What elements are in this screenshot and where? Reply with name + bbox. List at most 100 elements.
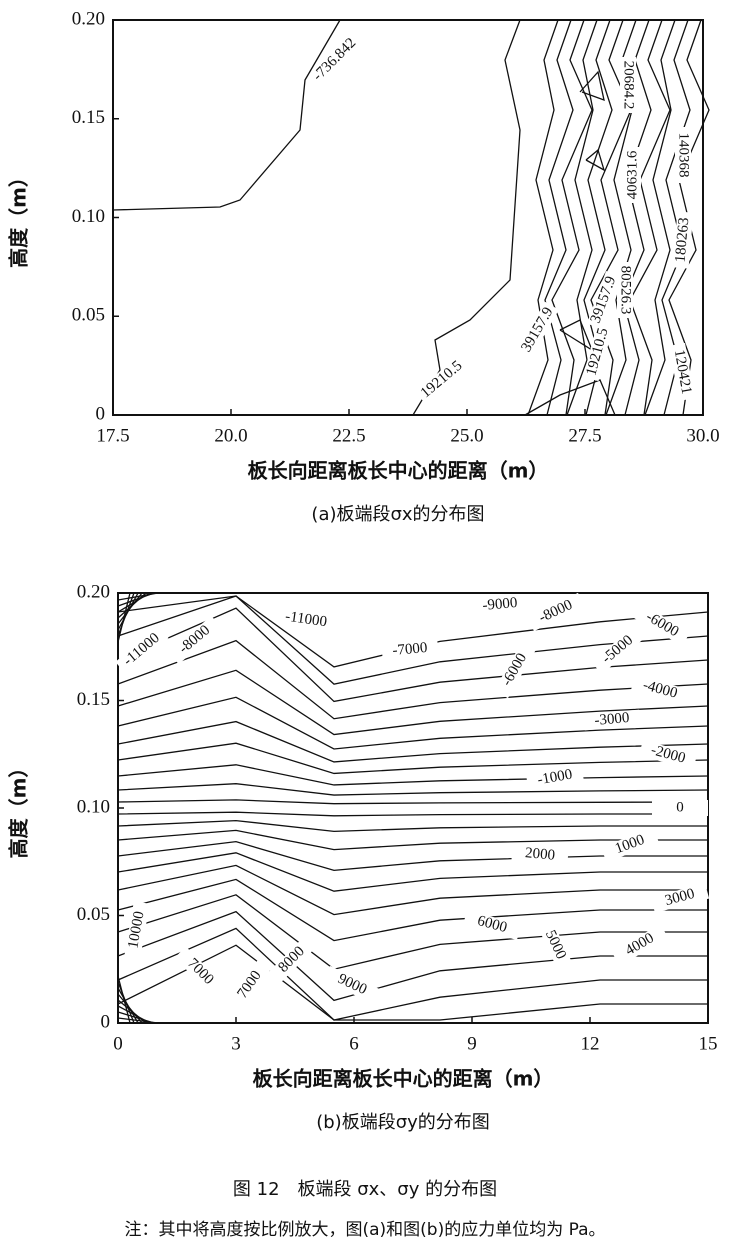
contour-line bbox=[566, 19, 598, 416]
contour-label-bg bbox=[309, 34, 361, 86]
figure-caption: 图 12 板端段 σx、σy 的分布图 bbox=[233, 1179, 497, 1200]
contour-label: -6000 bbox=[499, 651, 530, 689]
contour-line bbox=[524, 379, 616, 416]
contour-label-bg bbox=[277, 608, 335, 632]
contour-line bbox=[117, 1005, 151, 1024]
contour-label: 20684.2 bbox=[621, 61, 637, 110]
contour-label: -1000 bbox=[536, 767, 573, 789]
y-tick-label: 0.10 bbox=[77, 796, 110, 817]
x-tick-label: 6 bbox=[349, 1033, 359, 1054]
y-axis-title: 高度（m） bbox=[7, 758, 31, 859]
contour-line bbox=[117, 592, 131, 643]
contour-label: -7000 bbox=[392, 640, 428, 659]
x-tick-label: 22.5 bbox=[332, 425, 365, 446]
contour-label-bg bbox=[266, 934, 318, 986]
contour-line bbox=[117, 639, 709, 720]
contour-label-bg bbox=[620, 57, 636, 113]
contour-line bbox=[117, 829, 708, 851]
contour-line bbox=[544, 19, 574, 416]
contour-label: -8000 bbox=[537, 597, 575, 626]
contour-label-bg bbox=[652, 800, 708, 816]
contour-label-bg bbox=[511, 844, 569, 866]
contour-label-bg bbox=[633, 604, 691, 646]
y-tick-label: 0 bbox=[96, 403, 106, 424]
chart-caption: (a)板端段σx的分布图 bbox=[311, 504, 484, 525]
x-tick-label: 20.0 bbox=[214, 425, 247, 446]
y-tick-label: 0.20 bbox=[72, 8, 105, 29]
contour-line bbox=[559, 319, 594, 352]
contour-label-bg bbox=[381, 639, 439, 661]
y-tick-label: 0.20 bbox=[77, 581, 110, 602]
contour-label-bg bbox=[494, 641, 536, 699]
contour-line bbox=[117, 1011, 155, 1024]
contour-line bbox=[644, 19, 676, 416]
contour-label-bg bbox=[672, 211, 694, 269]
x-tick-label: 27.5 bbox=[568, 425, 601, 446]
contour-label: -11000 bbox=[120, 630, 162, 669]
contour-line bbox=[117, 878, 708, 942]
contour-label-bg bbox=[124, 901, 150, 959]
contour-label: 39157.9 bbox=[588, 274, 620, 325]
y-tick-label: 0.15 bbox=[72, 107, 105, 128]
y-tick-label: 0.15 bbox=[77, 689, 110, 710]
contour-line bbox=[117, 811, 708, 817]
figure-note: 注：其中将高度按比例放大，图(a)和图(b)的应力单位均为 Pa。 bbox=[124, 1220, 605, 1240]
contour-line bbox=[117, 799, 709, 805]
contour-label-bg bbox=[625, 147, 641, 203]
contour-label: 40631.6 bbox=[624, 150, 640, 199]
contour-line bbox=[112, 19, 341, 211]
contour-label: 39157.9 bbox=[518, 305, 556, 355]
x-tick-label: 15 bbox=[699, 1033, 718, 1054]
contour-label: 180263 bbox=[673, 217, 693, 263]
contour-label-bg bbox=[669, 343, 695, 401]
contour-line bbox=[117, 975, 131, 1024]
contour-line bbox=[629, 19, 671, 416]
contour-label: 80526.3 bbox=[618, 266, 634, 315]
x-tick-label: 30.0 bbox=[686, 425, 719, 446]
contour-label: 10000 bbox=[125, 910, 147, 950]
x-tick-label: 3 bbox=[231, 1033, 241, 1054]
contour-line bbox=[117, 864, 708, 916]
x-tick-label: 9 bbox=[467, 1033, 477, 1054]
contour-label-bg bbox=[600, 827, 660, 863]
contour-line bbox=[117, 607, 709, 703]
contour-label: 6000 bbox=[476, 913, 509, 936]
y-tick-label: 0 bbox=[101, 1011, 111, 1032]
contour-label-bg bbox=[526, 765, 584, 791]
plot-frame-a bbox=[112, 19, 704, 416]
contour-label: 19210.5 bbox=[583, 326, 611, 377]
contour-label-bg bbox=[415, 355, 469, 405]
contour-label-bg bbox=[517, 301, 559, 359]
contour-label-bg bbox=[638, 740, 698, 770]
contour-label-bg bbox=[471, 594, 529, 616]
y-tick-label: 0.05 bbox=[72, 305, 105, 326]
y-axis-title: 高度（m） bbox=[7, 167, 31, 268]
contour-label-bg bbox=[535, 916, 575, 974]
contour-label-bg bbox=[115, 625, 169, 675]
contour-line bbox=[117, 592, 139, 631]
contour-label-bg bbox=[462, 910, 522, 940]
contour-label-bg bbox=[583, 709, 641, 731]
y-tick-label: 0.10 bbox=[72, 206, 105, 227]
x-axis-title: 板长向距离板长中心的距离（m） bbox=[253, 1067, 554, 1091]
contour-label-bg bbox=[611, 924, 669, 966]
contour-line bbox=[551, 19, 593, 416]
contour-label: -9000 bbox=[482, 595, 518, 614]
x-tick-label: 12 bbox=[581, 1033, 600, 1054]
contour-line bbox=[117, 894, 708, 970]
contour-label: 9000 bbox=[335, 971, 369, 998]
contour-line bbox=[527, 19, 559, 416]
contour-line bbox=[117, 944, 708, 1021]
contour-label: 2000 bbox=[524, 845, 555, 864]
contour-label: -6000 bbox=[643, 609, 681, 640]
contour-label: 0 bbox=[676, 799, 684, 815]
x-tick-label: 0 bbox=[113, 1033, 123, 1054]
contour-label: 120421 bbox=[671, 348, 695, 395]
contour-line bbox=[117, 764, 709, 786]
contour-label: -3000 bbox=[594, 710, 630, 729]
contour-label-bg bbox=[168, 615, 222, 665]
contour-line bbox=[412, 19, 521, 416]
contour-label-bg bbox=[650, 883, 710, 913]
contour-label-bg bbox=[591, 625, 645, 675]
